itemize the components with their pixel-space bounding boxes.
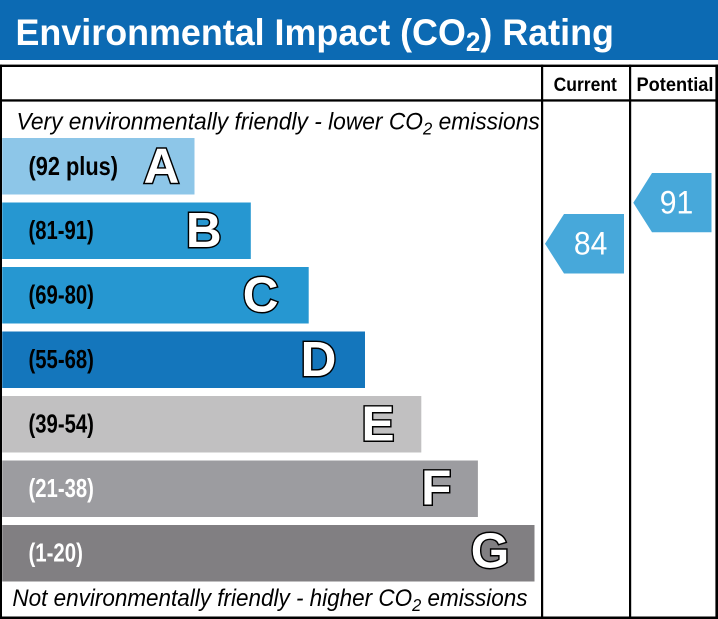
svg-text:91: 91: [660, 185, 694, 221]
svg-text:A: A: [144, 139, 180, 194]
svg-text:(92 plus): (92 plus): [29, 151, 119, 181]
svg-text:Not environmentally friendly -: Not environmentally friendly - higher CO…: [12, 584, 527, 615]
svg-text:C: C: [243, 268, 279, 323]
svg-text:D: D: [301, 332, 337, 387]
svg-text:(39-54): (39-54): [29, 409, 94, 439]
svg-text:G: G: [471, 524, 510, 579]
svg-text:Potential: Potential: [637, 75, 714, 96]
svg-text:(21-38): (21-38): [29, 473, 94, 503]
svg-text:(55-68): (55-68): [29, 344, 94, 374]
svg-text:(1-20): (1-20): [29, 538, 83, 568]
svg-text:Environmental Impact (CO2) Rat: Environmental Impact (CO2) Rating: [16, 11, 614, 57]
svg-text:Current: Current: [554, 75, 618, 96]
svg-text:Very environmentally friendly: Very environmentally friendly - lower CO…: [17, 109, 540, 139]
svg-text:84: 84: [574, 225, 608, 261]
svg-text:(69-80): (69-80): [29, 280, 94, 310]
svg-text:F: F: [421, 461, 451, 516]
svg-text:B: B: [186, 203, 222, 258]
svg-text:(81-91): (81-91): [29, 215, 94, 245]
svg-text:E: E: [362, 397, 395, 452]
